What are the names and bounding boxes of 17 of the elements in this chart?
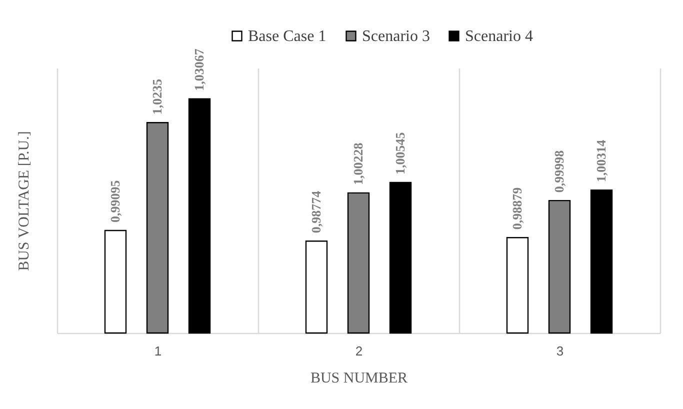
legend-label: Scenario 4 bbox=[465, 28, 533, 45]
x-axis-title: BUS NUMBER bbox=[310, 370, 408, 386]
data-label: 0,99998 bbox=[552, 150, 566, 193]
data-label: 1,00228 bbox=[350, 142, 366, 185]
x-tick-label: 1 bbox=[154, 344, 162, 358]
data-label: 0,98879 bbox=[509, 186, 524, 230]
x-tick-label: 3 bbox=[556, 344, 564, 358]
legend-label: Scenario 3 bbox=[362, 28, 430, 45]
x-tick-label: 2 bbox=[355, 344, 363, 358]
data-label: 0,99095 bbox=[107, 180, 122, 222]
legend-label: Base Case 1 bbox=[248, 28, 326, 45]
data-label: 1,0235 bbox=[150, 78, 164, 115]
data-label: 0,98774 bbox=[308, 190, 324, 234]
data-label: 1,03067 bbox=[192, 48, 207, 91]
data-label: 1,00545 bbox=[392, 132, 408, 174]
data-label: 1,00314 bbox=[594, 139, 609, 182]
y-axis-title: BUS VOLTAGE [P.U.] bbox=[16, 131, 32, 271]
